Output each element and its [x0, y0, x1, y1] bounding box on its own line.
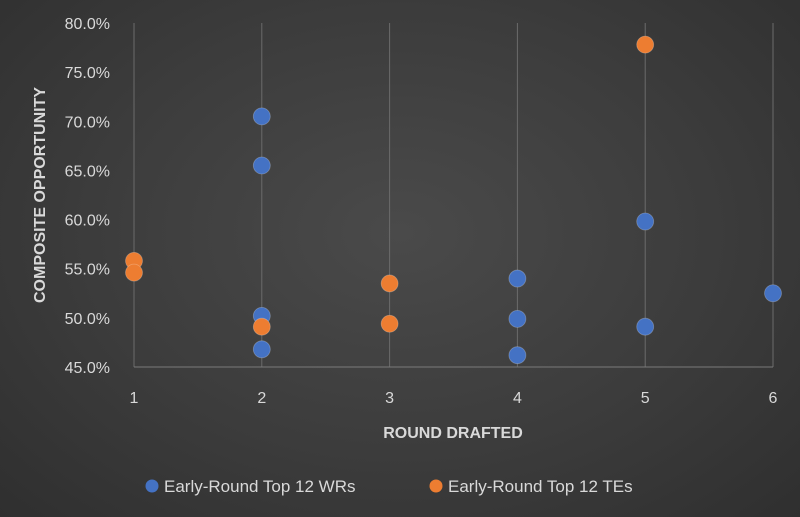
wr-data-point — [636, 317, 655, 336]
wr-data-point — [252, 340, 271, 359]
legend-label: Early-Round Top 12 WRs — [164, 477, 356, 496]
x-tick-label: 5 — [641, 390, 650, 407]
y-axis-tick-labels: 45.0% 50.0% 55.0% 60.0% 65.0% 70.0% 75.0% 80.0% — [65, 16, 110, 377]
wr-data-point — [636, 212, 655, 231]
wr-data-point — [508, 309, 527, 328]
te-data-point — [380, 274, 399, 293]
data-points — [125, 35, 782, 365]
y-tick-label: 45.0% — [65, 360, 110, 377]
y-tick-label: 65.0% — [65, 163, 110, 180]
x-tick-label: 3 — [385, 390, 394, 407]
legend-marker — [145, 479, 159, 493]
legend-marker — [429, 479, 443, 493]
wr-data-point — [508, 269, 527, 288]
y-tick-label: 75.0% — [65, 65, 110, 82]
legend: Early-Round Top 12 WRs Early-Round Top 12… — [145, 477, 633, 496]
gridlines — [133, 23, 774, 368]
x-axis-title: ROUND DRAFTED — [383, 425, 523, 442]
te-data-point — [125, 263, 143, 282]
x-tick-label: 1 — [130, 390, 139, 407]
wr-data-point — [508, 346, 527, 365]
x-tick-label: 6 — [769, 390, 778, 407]
y-tick-label: 60.0% — [65, 213, 110, 230]
y-axis-title: COMPOSITE OPPORTUNITY — [32, 87, 49, 303]
x-axis-tick-labels: 1 2 3 4 5 6 — [130, 390, 778, 407]
wr-data-point — [252, 156, 271, 175]
wr-data-point — [252, 107, 271, 126]
x-tick-label: 4 — [513, 390, 522, 407]
x-tick-label: 2 — [257, 390, 266, 407]
te-data-point — [380, 314, 399, 333]
y-tick-label: 80.0% — [65, 16, 110, 33]
wr-data-point — [764, 284, 782, 303]
legend-label: Early-Round Top 12 TEs — [448, 477, 633, 496]
te-data-point — [636, 35, 655, 54]
y-tick-label: 50.0% — [65, 311, 110, 328]
te-data-point — [252, 317, 271, 336]
y-tick-label: 70.0% — [65, 114, 110, 131]
y-tick-label: 55.0% — [65, 262, 110, 279]
